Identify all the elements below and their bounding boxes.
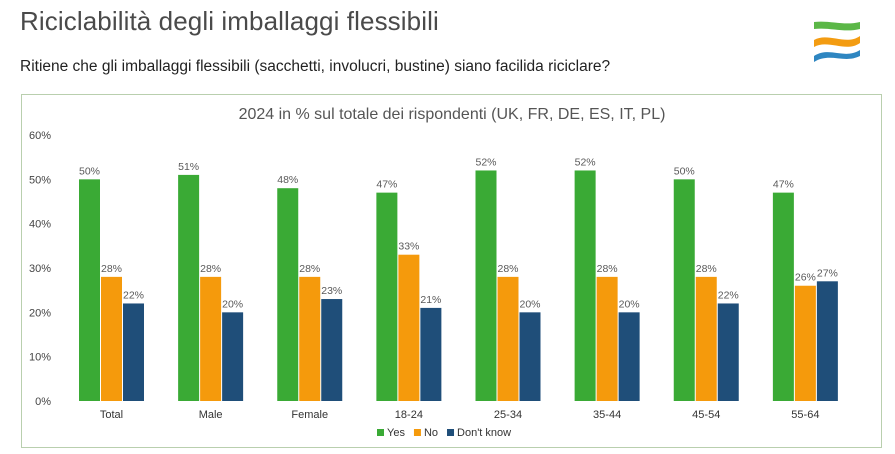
data-label: 47%	[376, 179, 397, 191]
bar-dont-know	[717, 303, 739, 401]
bar-no	[497, 276, 519, 401]
y-tick-label: 20%	[29, 307, 51, 319]
bar-dont-know	[222, 312, 244, 401]
bar-group-male: 51% 28% 20%	[178, 161, 243, 401]
data-label: 22%	[718, 289, 739, 301]
x-category-label: Female	[291, 409, 328, 421]
bar-yes	[673, 179, 695, 401]
bar-no	[794, 285, 816, 401]
bar-no	[596, 276, 618, 401]
legend-swatch	[377, 429, 384, 436]
data-label: 50%	[79, 165, 100, 177]
chart-frame: 2024 in % sul totale dei rispondenti (UK…	[21, 94, 882, 448]
data-label: 52%	[475, 156, 496, 168]
logo-stripe-green	[814, 21, 860, 31]
logo-stripe-orange	[814, 36, 860, 47]
data-label: 20%	[519, 298, 540, 310]
data-label: 51%	[178, 161, 199, 173]
survey-question: Ritiene che gli imballaggi flessibili (s…	[20, 58, 611, 75]
page-title: Riciclabilità degli imballaggi flessibil…	[20, 6, 439, 36]
data-label: 47%	[773, 179, 794, 191]
bar-dont-know	[519, 312, 541, 401]
bar-yes	[475, 170, 497, 401]
bar-yes	[79, 179, 100, 401]
x-category-label: 55-64	[791, 409, 819, 421]
data-label: 33%	[398, 241, 419, 253]
bar-dont-know	[816, 281, 838, 401]
data-label: 23%	[321, 285, 342, 297]
y-tick-label: 10%	[29, 352, 51, 364]
bar-group-35-44: 52% 28% 20%	[575, 156, 640, 401]
legend-item-no: No	[413, 427, 438, 439]
data-label: 50%	[674, 165, 695, 177]
data-label: 48%	[277, 174, 298, 186]
x-category-label: Male	[199, 409, 223, 421]
x-axis: Total Male Female 18-24 25-34 35-44 45-54 55-64	[100, 409, 820, 421]
data-label: 28%	[497, 263, 518, 275]
data-label: 52%	[575, 156, 596, 168]
data-label: 26%	[795, 272, 816, 284]
bar-yes	[574, 170, 596, 401]
y-tick-label: 50%	[29, 174, 51, 186]
bar-group-25-34: 52% 28% 20%	[475, 156, 541, 401]
bar-dont-know	[618, 312, 640, 401]
bar-group-total: 50% 28% 22%	[79, 165, 144, 401]
bar-group-45-54: 50% 28% 22%	[674, 165, 739, 401]
bar-series: 50%28%22%51%28%20%48%28%23%47%33%21%52%2…	[79, 156, 838, 401]
bar-group-female: 48% 28%23%	[277, 174, 342, 401]
y-tick-label: 0%	[35, 396, 51, 408]
legend-item-dont-know: Don't know	[447, 427, 511, 439]
data-label: 28%	[696, 263, 717, 275]
bar-dont-know	[321, 299, 343, 401]
bar-yes	[277, 188, 299, 401]
x-category-label: 25-34	[494, 409, 522, 421]
bar-no	[299, 276, 321, 401]
y-tick-label: 40%	[29, 219, 51, 231]
legend-swatch	[447, 429, 455, 436]
legend-item-yes: Yes	[377, 427, 405, 439]
bar-dont-know	[123, 303, 144, 401]
legend-label: No	[424, 427, 438, 439]
bar-no	[200, 276, 222, 401]
data-label: 28%	[299, 263, 320, 275]
data-label: 20%	[222, 298, 243, 310]
legend-label: Don't know	[457, 427, 511, 439]
bar-dont-know	[420, 307, 442, 401]
x-category-label: 45-54	[692, 409, 720, 421]
bar-group-18-24: 47% 33% 21%	[376, 179, 441, 401]
legend: Yes No Don't know	[377, 427, 511, 439]
x-category-label: 35-44	[593, 409, 621, 421]
brand-logo-icon	[814, 21, 860, 62]
y-axis: 0% 10% 20% 30% 40% 50% 60%	[29, 130, 51, 408]
x-category-label: 18-24	[395, 409, 423, 421]
bar-chart: 2024 in % sul totale dei rispondenti (UK…	[29, 106, 838, 439]
data-label: 22%	[123, 289, 144, 301]
legend-swatch	[413, 429, 421, 436]
bar-no	[695, 276, 717, 401]
bar-no	[398, 254, 420, 401]
data-label: 21%	[420, 294, 441, 306]
data-label: 20%	[619, 298, 640, 310]
bar-group-55-64: 47% 26% 27%	[773, 179, 838, 401]
bar-no	[101, 276, 122, 401]
y-tick-label: 30%	[29, 263, 51, 275]
data-label: 28%	[597, 263, 618, 275]
data-label: 27%	[817, 267, 838, 279]
bar-yes	[772, 192, 794, 401]
logo-stripe-blue	[814, 50, 860, 62]
bar-yes	[376, 192, 398, 401]
data-label: 28%	[101, 263, 122, 275]
bar-yes	[178, 174, 200, 401]
x-category-label: Total	[100, 409, 123, 421]
chart-title: 2024 in % sul totale dei rispondenti (UK…	[239, 106, 666, 123]
legend-label: Yes	[387, 427, 405, 439]
y-tick-label: 60%	[29, 130, 51, 142]
data-label: 28%	[200, 263, 221, 275]
